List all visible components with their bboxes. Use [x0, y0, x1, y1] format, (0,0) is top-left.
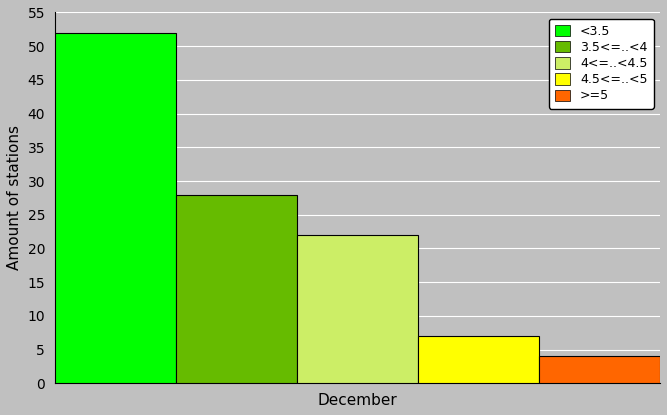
Bar: [418, 336, 539, 383]
Legend: <3.5, 3.5<=..<4, 4<=..<4.5, 4.5<=..<5, >=5: <3.5, 3.5<=..<4, 4<=..<4.5, 4.5<=..<5, >…: [549, 19, 654, 109]
Y-axis label: Amount of stations: Amount of stations: [7, 125, 22, 271]
Bar: [539, 356, 660, 383]
Bar: [55, 33, 176, 383]
Bar: [297, 235, 418, 383]
Bar: [176, 195, 297, 383]
